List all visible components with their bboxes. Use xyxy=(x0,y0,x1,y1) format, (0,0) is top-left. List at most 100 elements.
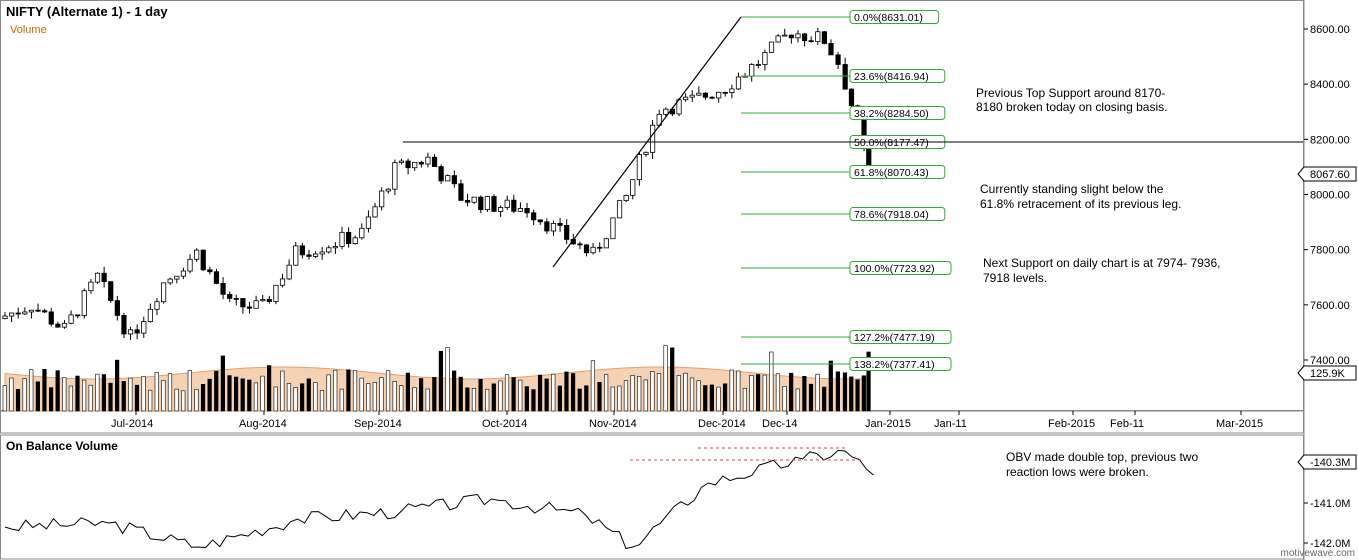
candle-body xyxy=(81,290,87,316)
volume-bar xyxy=(696,380,701,412)
volume-bar xyxy=(22,378,27,412)
candle-body xyxy=(160,282,167,303)
candle-body xyxy=(326,247,332,253)
candle-body xyxy=(431,156,438,167)
volume-bar xyxy=(762,374,767,412)
current-volume-text: 125.9K xyxy=(1310,368,1346,380)
candle-body xyxy=(821,31,827,44)
candle-body xyxy=(848,88,855,107)
current-obv-badge: -140.3M xyxy=(1297,454,1357,470)
time-tick-label: Feb-2015 xyxy=(1048,418,1095,430)
volume-bar xyxy=(610,386,615,412)
volume-bar xyxy=(68,385,73,412)
candle-body xyxy=(484,196,490,210)
candle-body xyxy=(385,188,391,192)
candle-body xyxy=(544,221,550,232)
volume-bar xyxy=(577,388,582,412)
fib-label-box xyxy=(849,106,946,120)
time-tick-label: Jan-2015 xyxy=(865,418,911,430)
candle-body xyxy=(583,244,590,254)
candle-body xyxy=(782,34,788,37)
volume-bar xyxy=(689,377,695,412)
volume-bar xyxy=(115,359,120,412)
candle-body xyxy=(425,156,431,165)
volume-bar xyxy=(313,382,318,412)
candle-body xyxy=(22,311,28,315)
candle-body xyxy=(187,258,193,272)
volume-bar xyxy=(48,387,54,412)
current-price-badge: 8067.60 xyxy=(1297,166,1357,182)
time-tick-label: Dec-2014 xyxy=(698,418,746,430)
candle-body xyxy=(352,237,358,244)
annotation-3-line-1: Next Support on daily chart is at 7974- … xyxy=(983,256,1220,270)
fib-label-box xyxy=(849,165,946,179)
volume-bar xyxy=(200,384,206,412)
volume-bar xyxy=(81,379,87,412)
candle-body xyxy=(445,175,451,182)
candle-body xyxy=(709,96,715,99)
volume-bar xyxy=(849,376,854,412)
volume-bar xyxy=(432,377,437,412)
candle-body xyxy=(755,64,761,66)
volume-bar xyxy=(452,370,457,412)
candle-body xyxy=(339,231,345,247)
volume-bar xyxy=(749,375,754,412)
candle-body xyxy=(788,34,794,39)
candle-body xyxy=(722,91,728,94)
volume-bar xyxy=(247,379,252,412)
candle-body xyxy=(716,91,722,99)
volume-bar xyxy=(630,375,635,412)
volume-bar xyxy=(425,388,430,412)
volume-bar xyxy=(795,388,800,412)
candle-body xyxy=(418,161,424,165)
candle-body xyxy=(240,298,246,308)
candle-body xyxy=(702,92,709,98)
volume-bar xyxy=(359,377,364,412)
candle-body xyxy=(42,310,48,313)
volume-bar xyxy=(861,375,866,412)
candle-body xyxy=(590,246,596,254)
volume-bar xyxy=(531,389,536,412)
volume-bar xyxy=(194,389,199,412)
volume-bar xyxy=(352,370,358,412)
candle-body xyxy=(649,124,656,153)
price-axis-ticks: 8600.00 8400.00 8200.00 8000.00 7800.00 7600.… xyxy=(1304,24,1350,550)
obv-tick-label: -141.0M xyxy=(1310,498,1350,510)
annotation-3-line-2: 7918 levels. xyxy=(983,271,1047,285)
volume-bar xyxy=(2,385,7,412)
fib-label: 78.6%(7918.04) xyxy=(854,209,929,221)
volume-bar xyxy=(557,385,562,412)
volume-bar xyxy=(280,370,285,412)
annotation-4-line-2: reaction lows were broken. xyxy=(1006,465,1149,479)
volume-bar xyxy=(709,384,714,412)
volume-bar xyxy=(326,374,331,412)
candle-body xyxy=(2,315,8,320)
candle-body xyxy=(623,195,629,201)
volume-bar xyxy=(564,371,569,412)
candle-body xyxy=(61,322,68,328)
volume-bar xyxy=(663,345,668,412)
candle-body xyxy=(286,264,292,280)
volume-bar xyxy=(419,378,424,412)
candle-body xyxy=(227,293,233,299)
volume-bar xyxy=(742,387,747,412)
fib-label-box xyxy=(849,10,940,24)
fib-label-box xyxy=(849,357,952,371)
candle-body xyxy=(564,225,570,240)
volume-bar xyxy=(101,374,107,412)
volume-bar xyxy=(729,369,734,412)
volume-bar xyxy=(29,369,34,412)
time-tick-label: Jan-11 xyxy=(934,418,967,430)
candle-body xyxy=(101,272,107,283)
volume-bar xyxy=(478,378,483,412)
candle-body xyxy=(597,246,603,249)
price-tick-label: 8600.00 xyxy=(1310,24,1350,36)
candle-body xyxy=(405,160,411,169)
candle-body xyxy=(15,312,21,315)
candle-body xyxy=(550,223,557,232)
volume-bar xyxy=(319,390,325,412)
time-tick-label: Oct-2014 xyxy=(482,418,527,430)
candle-body xyxy=(451,175,457,185)
candle-body xyxy=(200,249,206,271)
obv-line xyxy=(4,449,874,550)
